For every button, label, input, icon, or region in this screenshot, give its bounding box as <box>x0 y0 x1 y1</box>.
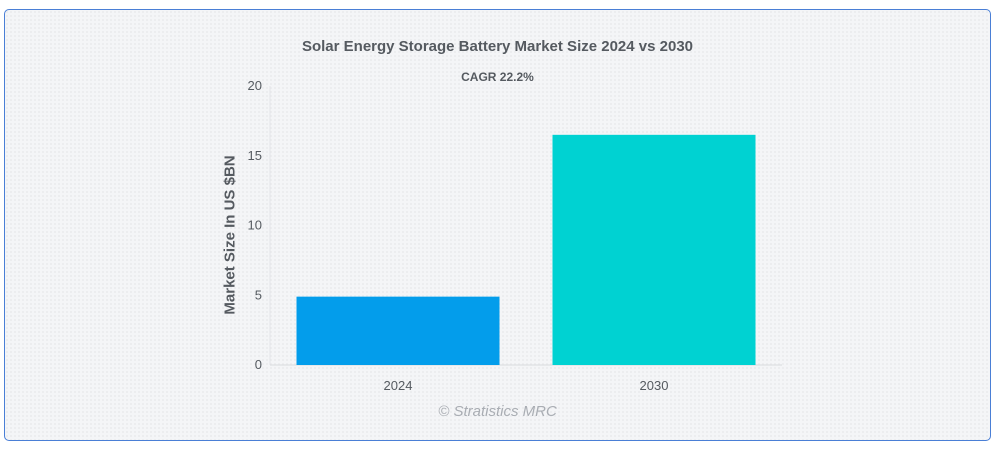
y-tick-label: 5 <box>255 287 262 302</box>
bar-chart: 0 5 10 15 20 2024 2030 <box>248 78 782 393</box>
y-tick-label: 15 <box>248 148 262 163</box>
chart-subtitle: CAGR 22.2% <box>461 70 534 84</box>
chart-panel: Solar Energy Storage Battery Market Size… <box>4 9 991 441</box>
y-tick-label: 20 <box>248 78 262 93</box>
x-tick-label: 2024 <box>384 378 413 393</box>
bar-2024 <box>296 296 500 365</box>
y-tick-label: 10 <box>248 218 262 233</box>
bars <box>296 134 756 365</box>
x-ticks: 2024 2030 <box>384 378 669 393</box>
bar-2030 <box>552 134 756 365</box>
chart-title: Solar Energy Storage Battery Market Size… <box>301 38 694 55</box>
x-tick-label: 2030 <box>640 378 669 393</box>
y-tick-label: 0 <box>255 357 262 372</box>
y-ticks: 0 5 10 15 20 <box>248 78 262 372</box>
watermark: © Stratistics MRC <box>438 403 557 420</box>
